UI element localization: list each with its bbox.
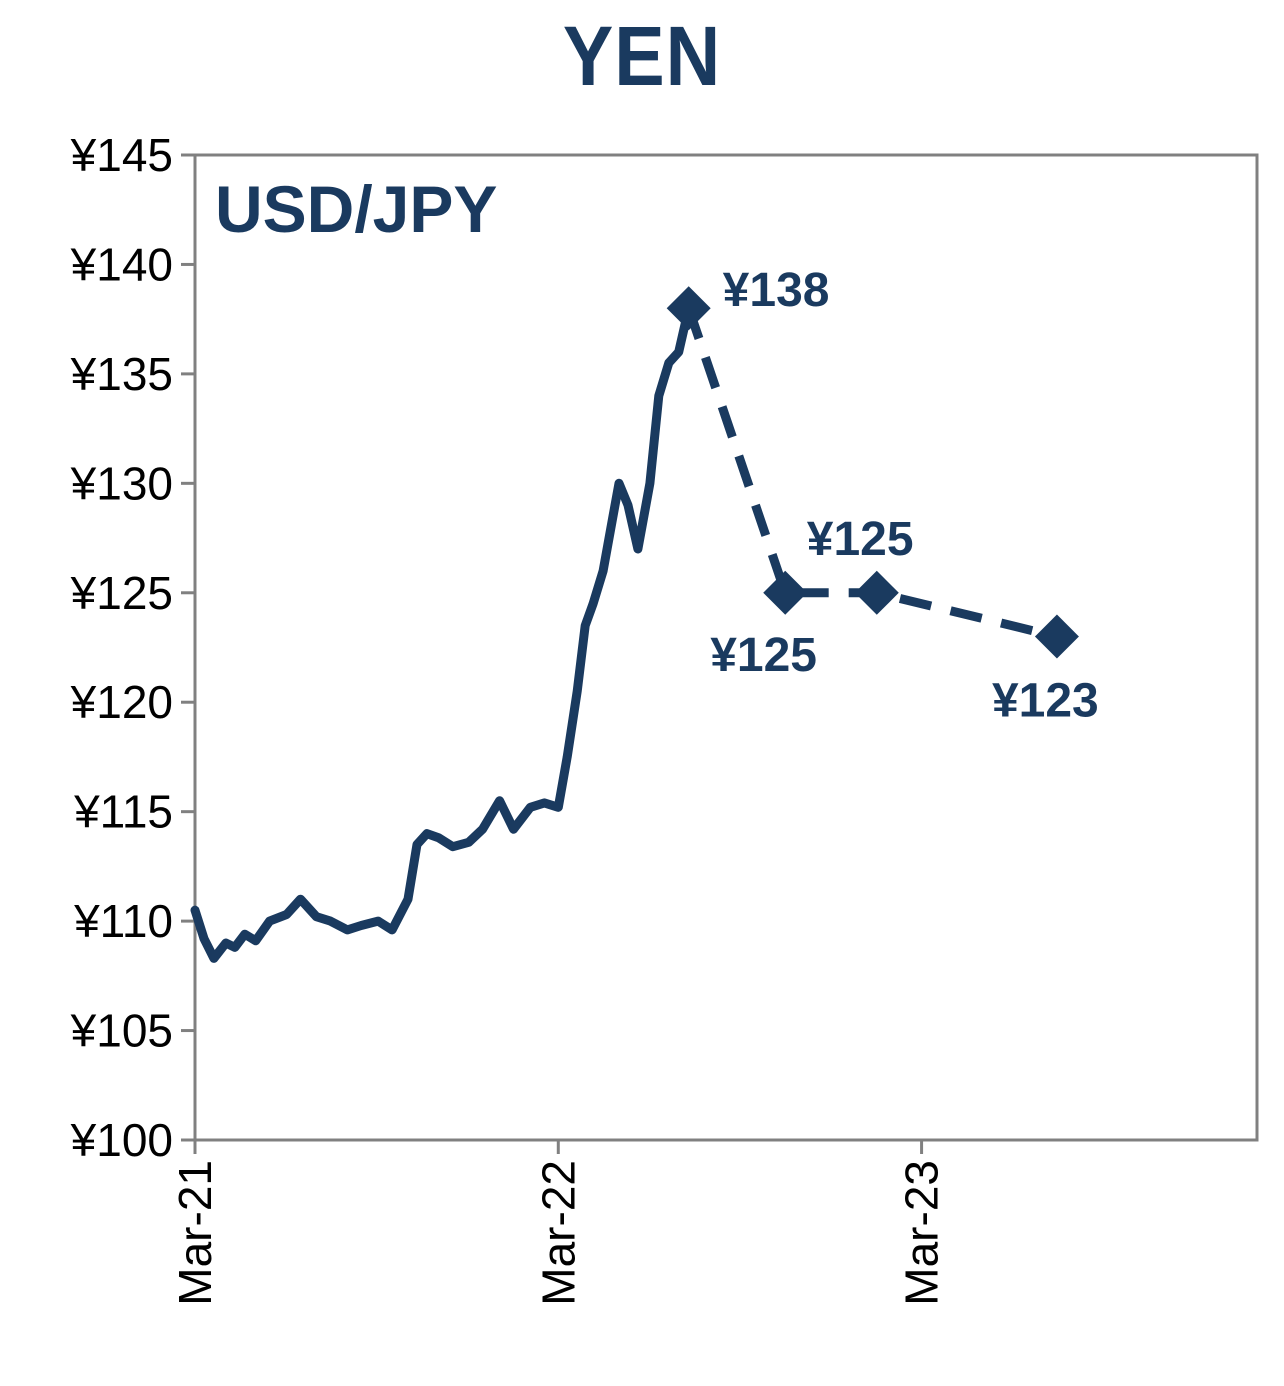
forecast-series-line <box>684 306 1058 641</box>
y-tick-label: ¥140 <box>70 238 173 290</box>
y-tick-label: ¥115 <box>73 786 173 838</box>
data-marks: ¥138 ¥125 ¥125 ¥123 <box>190 264 1099 963</box>
x-tick-label: Mar-21 <box>169 1160 221 1306</box>
pair-label: USD/JPY <box>215 172 497 246</box>
historical-series-line <box>190 303 694 963</box>
forecast-value-label: ¥125 <box>807 513 914 566</box>
forecast-marker <box>763 570 808 615</box>
chart-title: YEN <box>562 9 722 103</box>
y-tick-label: ¥130 <box>70 457 173 509</box>
forecast-value-label: ¥123 <box>992 675 1099 728</box>
forecast-value-label: ¥125 <box>710 629 817 682</box>
x-tick-label: Mar-22 <box>532 1160 584 1306</box>
forecast-marker <box>1034 614 1079 659</box>
y-tick-label: ¥135 <box>70 348 173 400</box>
y-tick-label: ¥105 <box>70 1005 173 1057</box>
y-tick-label: ¥100 <box>70 1114 173 1166</box>
axes: ¥100 ¥105 ¥110 ¥115 ¥120 ¥125 ¥130 ¥135 ¥140 ¥145… <box>70 129 948 1306</box>
y-tick-label: ¥145 <box>70 129 173 181</box>
forecast-value-label: ¥138 <box>723 264 830 317</box>
forecast-marker <box>666 286 711 331</box>
y-tick-label: ¥120 <box>70 676 173 728</box>
y-tick-label: ¥110 <box>73 895 173 947</box>
plot-area-frame <box>193 153 1259 1142</box>
forecast-marker <box>854 570 899 615</box>
y-tick-label: ¥125 <box>70 567 173 619</box>
x-tick-label: Mar-23 <box>896 1160 948 1306</box>
